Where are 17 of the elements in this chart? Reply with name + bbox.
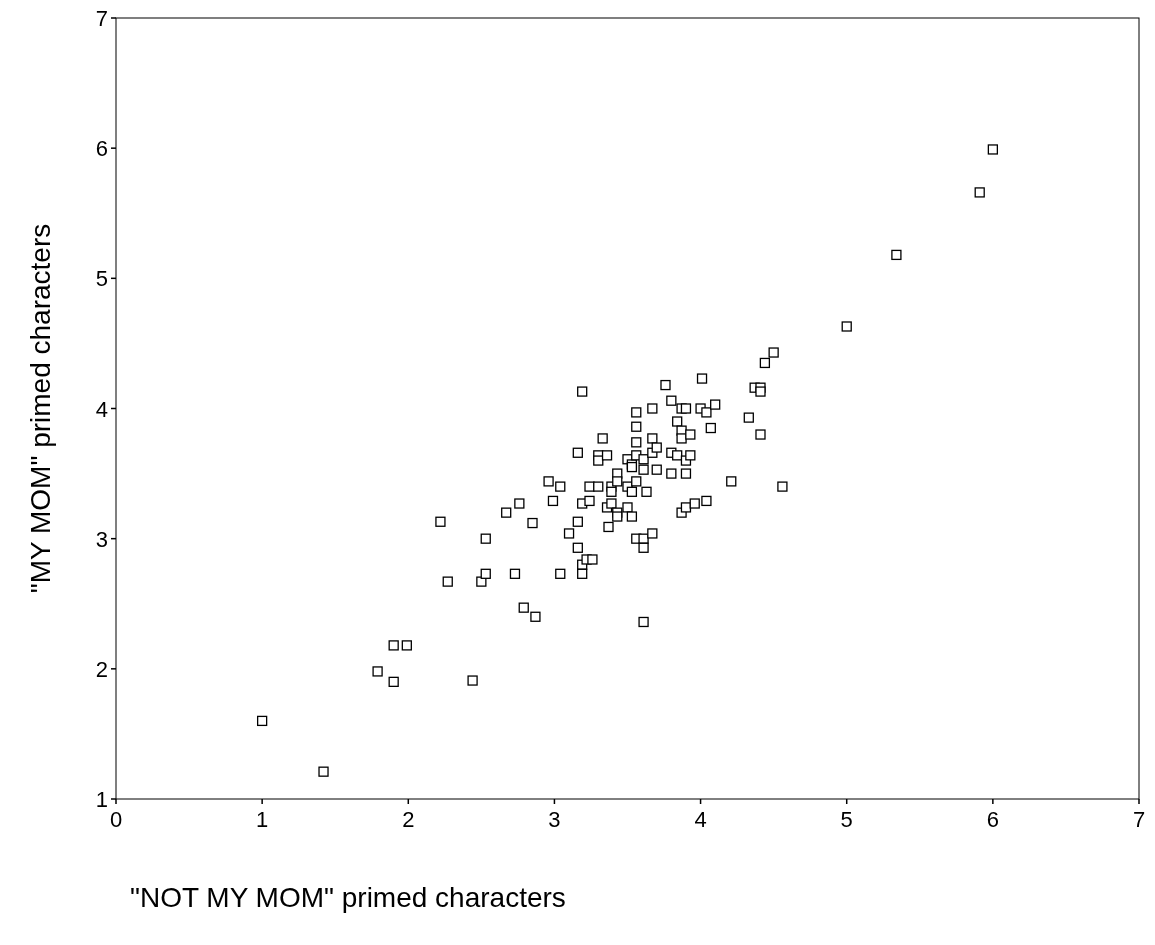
- y-tick-label: 5: [95, 266, 108, 292]
- x-tick-label: 6: [986, 807, 999, 832]
- x-tick-label: 5: [840, 807, 853, 832]
- y-tick-label: 6: [95, 136, 108, 162]
- x-tick-label: 2: [402, 807, 415, 832]
- y-axis-title: "MY MOM" primed characters: [25, 223, 56, 594]
- y-tick-label: 1: [95, 787, 108, 812]
- x-axis-title: "NOT MY MOM" primed characters: [130, 882, 566, 913]
- x-tick-label: 1: [256, 807, 269, 832]
- x-tick-label: 4: [694, 807, 707, 832]
- x-tick-label: 3: [548, 807, 561, 832]
- y-tick-label: 7: [95, 6, 108, 31]
- y-tick-label: 4: [95, 396, 108, 422]
- y-tick-label: 3: [95, 526, 108, 552]
- y-tick-label: 2: [95, 656, 108, 682]
- x-tick-label: 7: [1132, 807, 1146, 832]
- x-tick-label: 0: [109, 807, 123, 832]
